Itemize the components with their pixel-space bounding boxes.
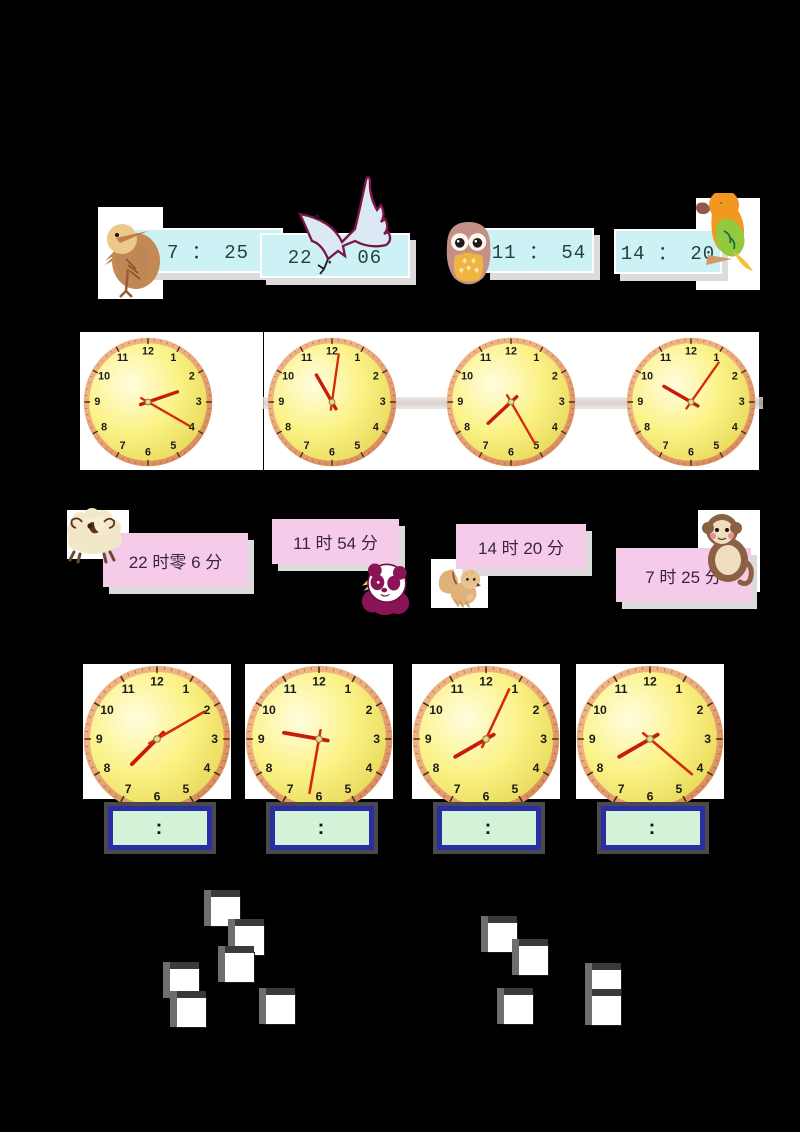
svg-text:7: 7 (125, 782, 132, 796)
svg-text:12: 12 (479, 674, 493, 688)
svg-text:7: 7 (483, 440, 489, 452)
svg-text:11: 11 (480, 352, 491, 364)
svg-text:11: 11 (451, 682, 464, 696)
svg-text:7: 7 (618, 782, 625, 796)
svg-text:2: 2 (552, 371, 558, 383)
svg-text:4: 4 (732, 421, 738, 433)
svg-text:11: 11 (284, 682, 297, 696)
svg-text:3: 3 (373, 732, 380, 746)
svg-text:5: 5 (183, 782, 190, 796)
svg-text:12: 12 (326, 345, 338, 357)
svg-text:3: 3 (211, 732, 218, 746)
svg-text:10: 10 (100, 703, 114, 717)
svg-text:2: 2 (366, 703, 373, 717)
svg-text:6: 6 (145, 447, 151, 459)
svg-text:5: 5 (676, 782, 683, 796)
svg-text:11: 11 (660, 352, 671, 364)
svg-text:2: 2 (732, 371, 738, 383)
svg-text:12: 12 (150, 674, 164, 688)
svg-text:4: 4 (189, 421, 195, 433)
svg-text:9: 9 (96, 732, 103, 746)
svg-text:7: 7 (120, 440, 126, 452)
svg-text:2: 2 (373, 371, 379, 383)
svg-text:7: 7 (304, 440, 310, 452)
svg-text:8: 8 (433, 761, 440, 775)
svg-text:4: 4 (533, 761, 540, 775)
svg-text:2: 2 (533, 703, 540, 717)
svg-text:10: 10 (429, 703, 443, 717)
svg-text:10: 10 (593, 703, 607, 717)
svg-text:2: 2 (204, 703, 211, 717)
svg-text:4: 4 (204, 761, 211, 775)
svg-text:5: 5 (345, 782, 352, 796)
svg-text:5: 5 (354, 440, 360, 452)
svg-text:8: 8 (101, 421, 107, 433)
svg-text:4: 4 (697, 761, 704, 775)
svg-text:8: 8 (464, 421, 470, 433)
svg-text:2: 2 (189, 371, 195, 383)
svg-text:5: 5 (512, 782, 519, 796)
svg-text:9: 9 (94, 396, 100, 408)
svg-text:5: 5 (170, 440, 176, 452)
svg-text:8: 8 (104, 761, 111, 775)
svg-text:7: 7 (287, 782, 294, 796)
svg-text:9: 9 (589, 732, 596, 746)
svg-text:9: 9 (457, 396, 463, 408)
svg-text:10: 10 (461, 371, 473, 383)
svg-text:3: 3 (559, 396, 565, 408)
svg-text:10: 10 (98, 371, 110, 383)
svg-text:6: 6 (688, 447, 694, 459)
svg-text:12: 12 (505, 345, 517, 357)
svg-text:12: 12 (685, 345, 697, 357)
svg-text:8: 8 (285, 421, 291, 433)
svg-text:7: 7 (454, 782, 461, 796)
svg-text:8: 8 (644, 421, 650, 433)
svg-text:10: 10 (641, 371, 653, 383)
svg-text:3: 3 (704, 732, 711, 746)
svg-text:9: 9 (258, 732, 265, 746)
svg-text:10: 10 (262, 703, 276, 717)
svg-text:4: 4 (552, 421, 558, 433)
svg-text:9: 9 (637, 396, 643, 408)
svg-text:11: 11 (615, 682, 628, 696)
svg-text:3: 3 (739, 396, 745, 408)
svg-text:12: 12 (643, 674, 657, 688)
svg-text:1: 1 (183, 682, 190, 696)
svg-text:7: 7 (663, 440, 669, 452)
svg-text:6: 6 (508, 447, 514, 459)
svg-text:10: 10 (282, 371, 294, 383)
svg-text:3: 3 (380, 396, 386, 408)
svg-text:1: 1 (512, 682, 519, 696)
svg-text:8: 8 (597, 761, 604, 775)
svg-text:12: 12 (312, 674, 326, 688)
svg-text:11: 11 (301, 352, 312, 364)
svg-text:1: 1 (676, 682, 683, 696)
svg-text:1: 1 (354, 352, 360, 364)
svg-text:4: 4 (366, 761, 373, 775)
svg-text:8: 8 (266, 761, 273, 775)
svg-text:6: 6 (329, 447, 335, 459)
svg-text:1: 1 (345, 682, 352, 696)
svg-text:2: 2 (697, 703, 704, 717)
svg-text:1: 1 (533, 352, 539, 364)
svg-text:3: 3 (196, 396, 202, 408)
svg-text:4: 4 (373, 421, 379, 433)
svg-text:11: 11 (117, 352, 128, 364)
svg-text:9: 9 (278, 396, 284, 408)
svg-text:3: 3 (540, 732, 547, 746)
svg-text:12: 12 (142, 345, 154, 357)
svg-text:5: 5 (713, 440, 719, 452)
svg-text:11: 11 (122, 682, 135, 696)
svg-text:9: 9 (425, 732, 432, 746)
svg-text:1: 1 (170, 352, 176, 364)
